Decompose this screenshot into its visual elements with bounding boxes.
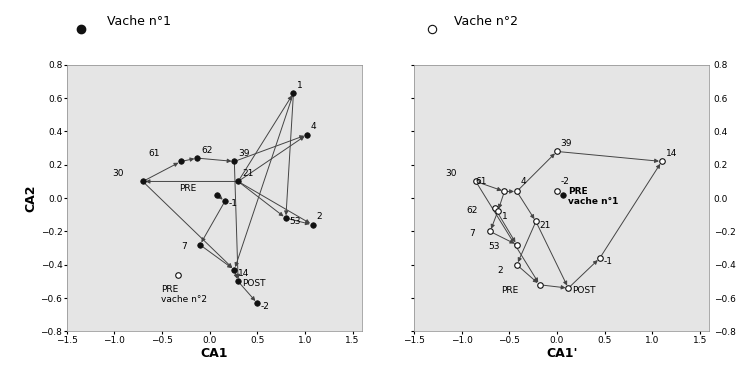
Text: 14: 14 xyxy=(238,269,250,278)
Text: 53: 53 xyxy=(488,242,500,251)
X-axis label: CA1: CA1 xyxy=(200,347,228,360)
Text: PRE: PRE xyxy=(179,184,196,193)
Y-axis label: CA2: CA2 xyxy=(24,184,38,212)
Text: 30: 30 xyxy=(112,169,123,178)
Text: 7: 7 xyxy=(469,229,475,238)
Text: 21: 21 xyxy=(539,221,551,230)
Text: 39: 39 xyxy=(561,139,572,148)
Text: Vache n°1: Vache n°1 xyxy=(107,15,171,28)
Text: 2: 2 xyxy=(316,213,322,221)
Text: 61: 61 xyxy=(149,149,160,158)
Text: POST: POST xyxy=(572,286,596,295)
Text: 4: 4 xyxy=(521,178,526,186)
Text: -2: -2 xyxy=(561,178,570,186)
Text: 39: 39 xyxy=(238,149,250,158)
Text: 62: 62 xyxy=(466,206,477,215)
Text: 30: 30 xyxy=(446,169,457,178)
Text: 1: 1 xyxy=(502,213,507,221)
Text: PRE: PRE xyxy=(502,286,519,295)
Text: PRE
vache n°2: PRE vache n°2 xyxy=(161,285,207,304)
Text: Vache n°2: Vache n°2 xyxy=(454,15,519,28)
Text: 2: 2 xyxy=(498,266,503,275)
Text: 14: 14 xyxy=(666,149,677,158)
Text: 53: 53 xyxy=(290,218,301,226)
X-axis label: CA1': CA1' xyxy=(546,347,577,360)
Text: -1: -1 xyxy=(228,199,238,208)
Text: -1: -1 xyxy=(604,258,613,266)
Text: PRE
vache n°1: PRE vache n°1 xyxy=(568,187,619,206)
Text: 4: 4 xyxy=(310,122,316,131)
Text: 1: 1 xyxy=(297,81,303,90)
Text: 62: 62 xyxy=(201,146,212,155)
Text: -2: -2 xyxy=(261,303,270,312)
Text: 7: 7 xyxy=(181,242,187,251)
Text: POST: POST xyxy=(242,279,265,288)
Text: 21: 21 xyxy=(242,169,253,178)
Text: 61: 61 xyxy=(476,178,487,186)
